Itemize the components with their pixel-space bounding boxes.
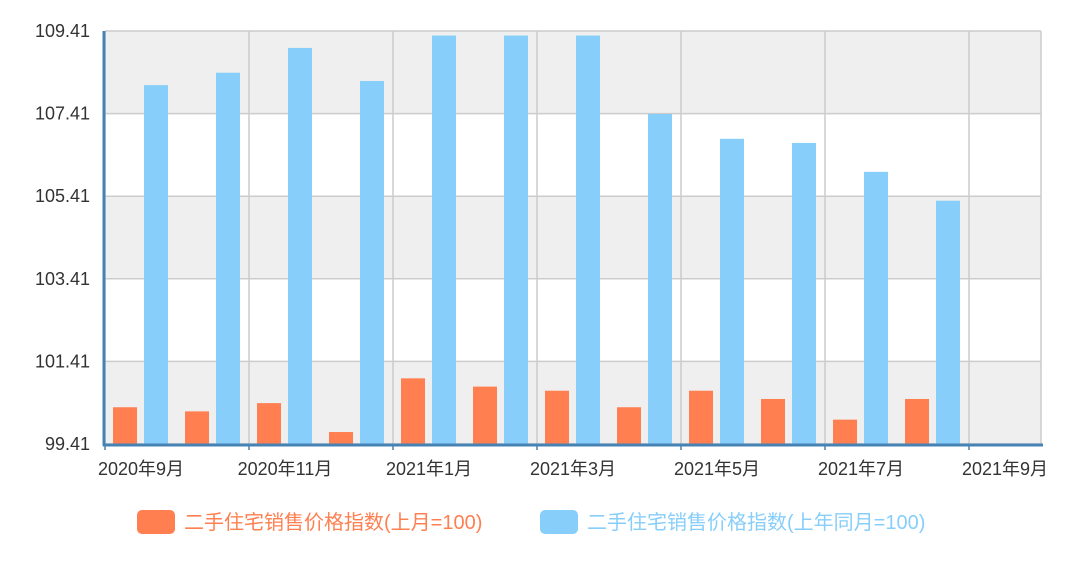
bar-yoy bbox=[360, 80, 384, 445]
y-tick-label: 105.41 bbox=[35, 186, 90, 206]
bar-mom bbox=[545, 390, 569, 444]
bar-yoy bbox=[936, 200, 960, 444]
plot-band bbox=[105, 196, 1041, 279]
axes bbox=[102, 31, 1043, 450]
x-tick-label: 2020年11月 bbox=[238, 459, 333, 479]
y-tick-labels: 99.41 101.41 103.41 105.41 107.41 109.41 bbox=[35, 21, 90, 454]
legend-label: 二手住宅销售价格指数(上月=100) bbox=[184, 511, 482, 534]
x-tick-label: 2020年9月 bbox=[98, 459, 184, 479]
bar-mom bbox=[401, 378, 425, 444]
bar-mom bbox=[473, 386, 497, 444]
bar-yoy bbox=[648, 114, 672, 444]
grid-lines bbox=[104, 30, 1042, 445]
plot-band bbox=[105, 361, 1041, 444]
bar-yoy bbox=[288, 47, 312, 445]
bar-yoy bbox=[432, 35, 456, 444]
legend: 二手住宅销售价格指数(上月=100) 二手住宅销售价格指数(上年同月=100) bbox=[137, 510, 925, 534]
bar-yoy bbox=[720, 138, 744, 444]
bar-yoy bbox=[792, 142, 816, 444]
x-tick-labels: 2020年9月 2020年11月 2021年1月 2021年3月 2021年5月 2021… bbox=[98, 459, 1048, 479]
bar-mom bbox=[113, 407, 137, 444]
bar-yoy bbox=[576, 35, 600, 444]
bars bbox=[113, 35, 960, 445]
plot-band bbox=[105, 31, 1041, 114]
bar-yoy bbox=[216, 72, 240, 444]
x-tick-label: 2021年9月 bbox=[962, 459, 1048, 479]
y-tick-label: 107.41 bbox=[35, 104, 90, 124]
legend-swatch bbox=[540, 510, 578, 534]
bar-mom bbox=[905, 398, 929, 444]
y-tick-label: 99.41 bbox=[45, 434, 90, 454]
bar-mom bbox=[185, 411, 209, 444]
x-tick-label: 2021年7月 bbox=[818, 459, 904, 479]
bar-mom bbox=[833, 419, 857, 444]
bar-mom bbox=[617, 407, 641, 444]
plot-band bbox=[105, 113, 1041, 197]
bar-mom bbox=[689, 390, 713, 444]
bar-mom bbox=[329, 432, 353, 444]
x-tick-label: 2021年1月 bbox=[386, 459, 472, 479]
bar-yoy bbox=[144, 85, 168, 444]
bar-yoy bbox=[864, 171, 888, 444]
bar-mom bbox=[257, 403, 281, 444]
y-tick-label: 103.41 bbox=[35, 269, 90, 289]
legend-swatch bbox=[137, 510, 175, 534]
y-tick-label: 101.41 bbox=[35, 351, 90, 371]
x-tick-label: 2021年3月 bbox=[530, 459, 616, 479]
legend-label: 二手住宅销售价格指数(上年同月=100) bbox=[587, 511, 925, 534]
x-tick-label: 2021年5月 bbox=[674, 459, 760, 479]
plot-background bbox=[105, 31, 1041, 444]
bar-mom bbox=[761, 398, 785, 444]
bar-yoy bbox=[504, 35, 528, 444]
y-tick-label: 109.41 bbox=[35, 21, 90, 41]
plot-band bbox=[105, 278, 1041, 362]
